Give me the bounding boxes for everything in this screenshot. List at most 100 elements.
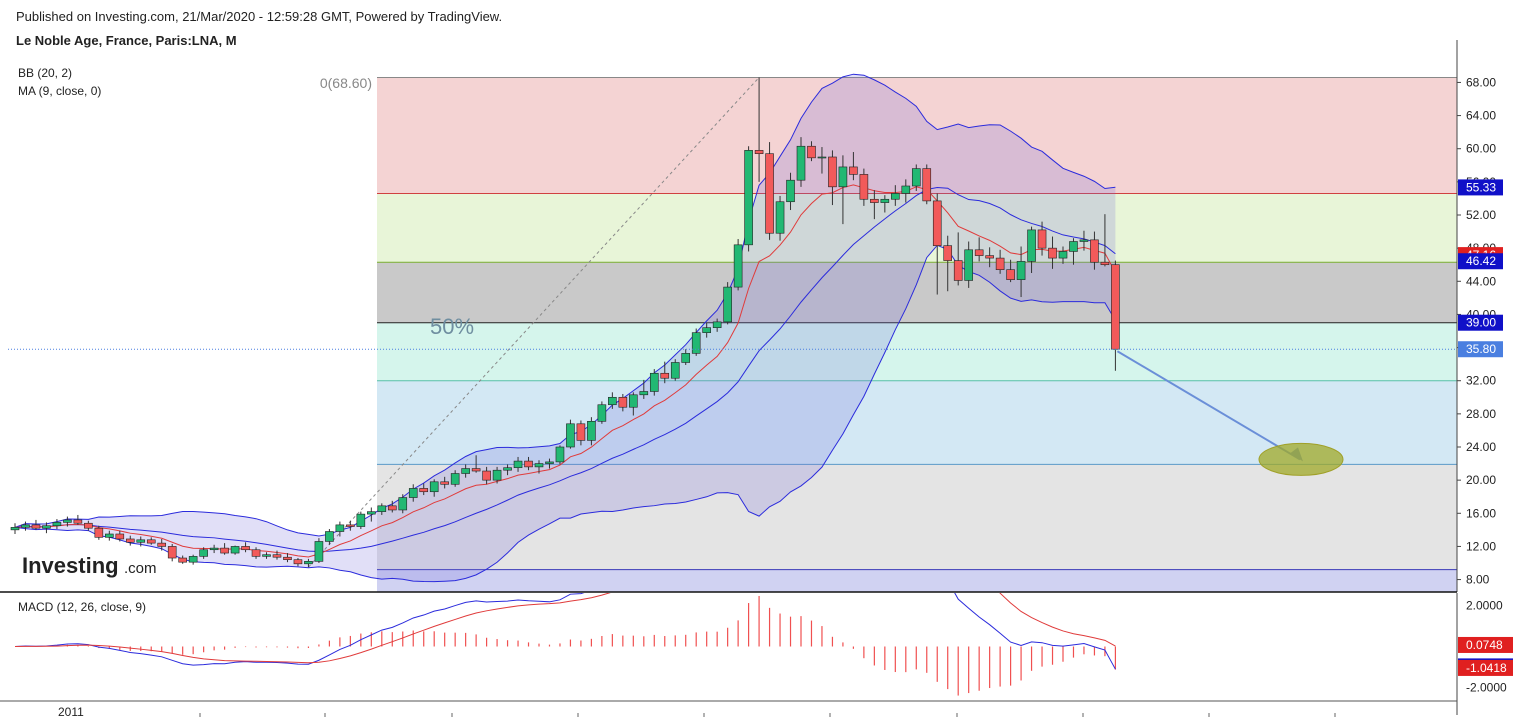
candle <box>346 520 355 531</box>
candle <box>849 152 858 181</box>
price-tag <box>1458 179 1503 196</box>
candle-body <box>209 547 219 551</box>
price-tick-label: 44.00 <box>1466 274 1496 288</box>
candle <box>105 530 114 541</box>
price-tag <box>1458 341 1503 358</box>
candle <box>555 445 565 465</box>
candle <box>188 554 198 565</box>
investing-logo: Investing .com <box>22 553 157 578</box>
candle-body <box>629 394 638 408</box>
price-tick-label: 24.00 <box>1466 440 1496 454</box>
price-tick-label: 28.00 <box>1466 407 1496 421</box>
price-tag <box>1458 253 1503 270</box>
candle <box>943 235 953 292</box>
candle <box>566 419 575 449</box>
candle-body <box>136 539 146 543</box>
candle <box>754 77 764 182</box>
candle-body <box>314 541 324 562</box>
candle-body <box>94 527 104 538</box>
candle-body <box>953 260 963 281</box>
candle-body <box>125 538 135 543</box>
candle-body <box>932 200 942 246</box>
candle-body <box>849 166 858 175</box>
price-tick-label: 16.00 <box>1466 506 1496 520</box>
price-tick-label: 12.00 <box>1466 539 1496 553</box>
fib-zone <box>377 262 1457 323</box>
candle <box>891 185 900 206</box>
candle-body <box>524 460 533 468</box>
candle <box>733 239 743 291</box>
candle-body <box>723 286 732 323</box>
candle-body <box>744 150 753 246</box>
candle-body <box>1079 239 1089 242</box>
logo-brand: Investing <box>22 553 119 578</box>
macd-line <box>14 593 1116 670</box>
candle-body <box>545 461 554 464</box>
candle <box>649 369 659 396</box>
candle <box>408 484 418 502</box>
candle-body <box>471 468 481 472</box>
candle-body <box>419 488 429 493</box>
candle <box>1069 238 1078 265</box>
candle-body <box>241 546 250 551</box>
candle <box>21 521 30 531</box>
candle-body <box>199 549 208 557</box>
candle <box>1006 259 1015 283</box>
candle <box>157 538 167 551</box>
target-ellipse <box>1258 442 1344 476</box>
price-tag-label: 55.33 <box>1466 180 1496 194</box>
candle <box>304 558 313 568</box>
candle-body <box>63 519 72 523</box>
bb-indicator-label[interactable]: BB (20, 2) <box>18 66 72 80</box>
price-axis: 68.0064.0060.0056.0052.0048.0044.0040.00… <box>0 40 1503 593</box>
candle-body <box>73 519 83 524</box>
candle-body <box>796 145 806 181</box>
candle <box>629 392 638 416</box>
candle <box>283 553 292 563</box>
candle-body <box>220 547 229 554</box>
candle <box>1100 214 1110 267</box>
candle <box>807 141 816 162</box>
candle <box>524 456 533 471</box>
candle <box>73 514 83 525</box>
candle <box>230 545 240 555</box>
candle <box>744 146 753 252</box>
candle <box>167 543 177 562</box>
candle <box>367 507 376 522</box>
macd-tick-label: -2.0000 <box>1466 681 1507 695</box>
candle-body <box>146 539 156 544</box>
candle <box>513 456 523 472</box>
candle <box>293 558 303 567</box>
candle-body <box>911 168 921 187</box>
candle-body <box>272 554 282 558</box>
candle <box>398 494 408 514</box>
candle-body <box>649 372 659 392</box>
candle <box>796 137 806 187</box>
candle <box>995 249 1005 274</box>
candle <box>597 401 607 424</box>
candle <box>125 535 135 546</box>
candle <box>922 164 932 205</box>
ma-indicator-label[interactable]: MA (9, close, 0) <box>18 84 101 98</box>
candle-body <box>1111 264 1120 350</box>
bb-basis-line <box>14 186 1116 552</box>
candle-body <box>754 150 764 154</box>
candle <box>94 525 104 540</box>
candle <box>262 552 271 559</box>
candle-body <box>597 404 607 422</box>
candle-body <box>325 531 334 542</box>
candle-body <box>335 524 345 532</box>
candle <box>880 195 890 213</box>
candle <box>608 392 617 409</box>
candle-body <box>367 511 376 515</box>
candle <box>534 460 544 474</box>
candle <box>838 155 848 225</box>
candle <box>10 523 20 534</box>
candle-body <box>786 179 795 203</box>
bb-upper-line <box>14 73 1116 537</box>
candle-body <box>733 244 743 288</box>
candle <box>335 521 345 537</box>
candle-body <box>1100 261 1110 266</box>
macd-indicator-label[interactable]: MACD (12, 26, close, 9) <box>18 600 146 614</box>
